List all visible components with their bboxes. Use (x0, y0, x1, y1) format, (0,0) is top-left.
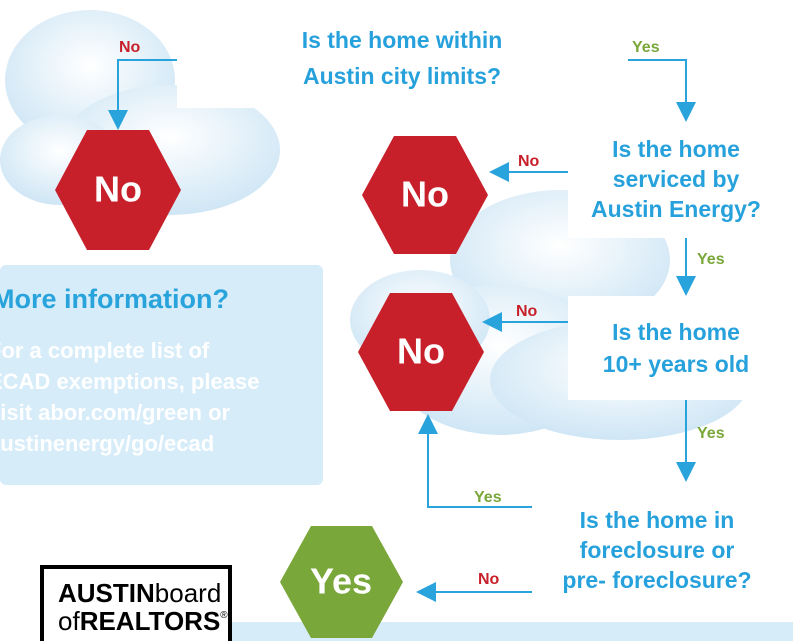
logo-word: AUSTIN (58, 578, 155, 608)
info-line: ECAD exemptions, please (0, 369, 259, 394)
yes-label: Yes (697, 425, 725, 442)
yes-label: Yes (697, 251, 725, 268)
no-label: No (518, 153, 540, 170)
no-label: No (516, 303, 538, 320)
logo-word: board (155, 578, 222, 608)
logo-line: AUSTINboard (58, 578, 221, 608)
yes-label: Yes (632, 39, 660, 56)
logo-word: REALTORS (80, 606, 221, 636)
outcome-label: No (94, 169, 142, 210)
info-title: More information? (0, 284, 229, 314)
question-text: Is the home in (580, 507, 735, 533)
logo-mark: ® (220, 610, 228, 621)
question-text: Is the home (612, 136, 740, 162)
question-text: foreclosure or (580, 537, 735, 563)
info-line: visit abor.com/green or (0, 400, 231, 425)
outcome-label: No (397, 331, 445, 372)
logo: AUSTINboard ofREALTORS® (42, 567, 230, 641)
question-box (568, 296, 783, 400)
no-label: No (119, 39, 141, 56)
outcome-label: No (401, 174, 449, 215)
question-text: Is the home within (302, 27, 503, 53)
flowchart: More information? For a complete list of… (0, 0, 793, 641)
question-box (177, 10, 628, 108)
question-text: serviced by (613, 166, 740, 192)
outcome-label: Yes (310, 561, 372, 602)
question-text: Is the home (612, 319, 740, 345)
logo-word: of (58, 606, 80, 636)
page: More information? For a complete list of… (0, 0, 793, 641)
info-line: For a complete list of (0, 338, 210, 363)
question-text: pre- foreclosure? (562, 567, 751, 593)
no-label: No (478, 571, 500, 588)
question-text: Austin city limits? (303, 63, 501, 89)
yes-label: Yes (474, 489, 502, 506)
question-text: 10+ years old (603, 351, 749, 377)
question-text: Austin Energy? (591, 196, 761, 222)
info-line: austinenergy/go/ecad (0, 431, 214, 456)
logo-line: ofREALTORS® (58, 606, 228, 636)
